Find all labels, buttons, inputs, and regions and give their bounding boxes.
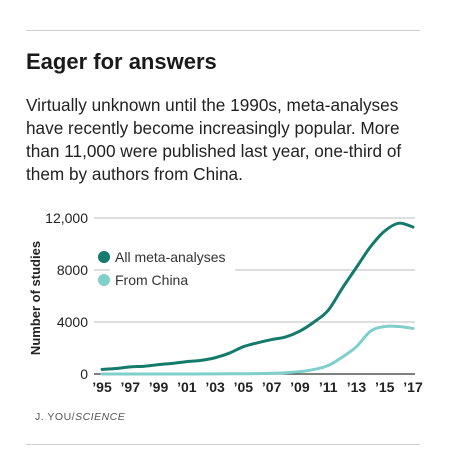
x-tick-label: ’17 — [403, 379, 423, 395]
x-tick-label: ’09 — [290, 379, 310, 395]
bottom-divider — [26, 444, 420, 445]
x-tick-label: ’11 — [319, 379, 338, 395]
chart-description: Virtually unknown until the 1990s, meta-… — [26, 95, 402, 184]
legend-label: All meta-analyses — [115, 249, 226, 265]
series-lines — [100, 221, 415, 376]
x-tick-label: ’95 — [92, 379, 112, 395]
x-tick-label: ’13 — [347, 379, 367, 395]
credit-author: J. YOU/ — [35, 411, 76, 423]
legend-swatch — [98, 251, 110, 263]
y-axis-label: Number of studies — [28, 241, 43, 355]
legend-swatch — [98, 274, 110, 286]
y-tick-label: 0 — [80, 366, 88, 382]
x-tick-label: ’01 — [177, 379, 197, 395]
line-chart: 0 4000 8000 12,000 ’95 ’97 ’99 ’01 ’03 ’05 ’07 ’09… — [28, 210, 423, 395]
x-axis-ticks: ’95 ’97 ’99 ’01 ’03 ’05 ’07 ’09 ’11 ’13 ’15 ’17 — [92, 379, 423, 395]
legend-background — [110, 246, 235, 268]
x-tick-label: ’07 — [262, 379, 282, 395]
y-tick-label: 12,000 — [45, 210, 88, 226]
gridlines — [94, 217, 415, 375]
x-tick-label: ’99 — [149, 379, 169, 395]
series-line-from-china — [100, 324, 415, 376]
credit-source: SCIENCE — [75, 411, 126, 423]
x-tick-label: ’97 — [121, 379, 141, 395]
top-divider — [26, 30, 420, 31]
x-tick-label: ’15 — [375, 379, 395, 395]
y-tick-label: 8000 — [57, 262, 88, 278]
y-tick-label: 4000 — [57, 314, 88, 330]
credit-line: J. YOU/SCIENCE — [35, 411, 125, 423]
legend-background — [110, 269, 235, 291]
series-line-all-meta-analyses — [100, 221, 415, 371]
x-tick-label: ’03 — [205, 379, 225, 395]
x-tick-label: ’05 — [234, 379, 254, 395]
legend: All meta-analyses From China — [98, 246, 235, 291]
chart-title: Eager for answers — [26, 49, 217, 74]
legend-label: From China — [115, 272, 188, 288]
y-axis-ticks: 0 4000 8000 12,000 — [45, 210, 88, 382]
